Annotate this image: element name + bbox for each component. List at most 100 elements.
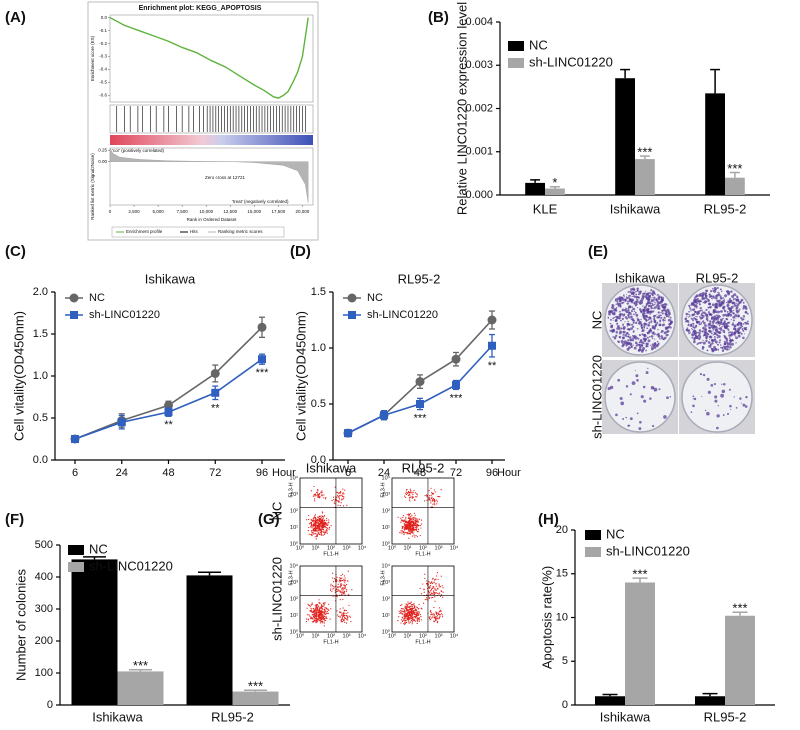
event [430,494,432,496]
event [437,578,439,581]
colony [658,388,661,391]
y-axis-label: FL3-H [288,482,294,497]
event [339,586,342,588]
event [316,530,318,532]
event [412,528,414,531]
colony [649,397,652,400]
colony [714,325,718,329]
event [343,496,345,498]
colony [690,325,693,327]
row-label: sh-LINC01220 [269,557,284,641]
colony [627,291,629,293]
colony [664,319,666,321]
colony [697,335,699,337]
colony [625,335,628,338]
event [343,590,346,592]
event [321,609,323,611]
event [439,595,442,597]
event [413,523,416,525]
colony [620,319,622,322]
event [321,494,323,496]
event [322,531,324,533]
event [416,494,418,496]
colony [667,311,671,314]
colony [630,315,633,319]
es-frame [109,14,314,103]
significance: *** [133,658,148,673]
x-tick-label: 10⁰ [388,544,397,551]
event [345,609,347,612]
x-axis-label: Hour [497,467,521,479]
colony [695,320,697,322]
colony [658,295,661,298]
event [404,614,406,617]
event [407,618,409,620]
event [317,492,319,494]
colony [632,330,635,333]
colony [663,316,666,319]
event [415,528,417,530]
colony [729,309,733,313]
event [400,622,402,624]
y-tick-label: -0.4 [99,67,107,72]
colony [686,327,689,330]
event [342,589,345,591]
y-tick-label: 500 [35,539,53,551]
event [430,502,432,504]
event [440,575,442,577]
event [413,520,415,522]
event [320,606,322,608]
event [431,588,433,590]
annotation: 'cor' (positively correlated) [112,148,164,153]
event [408,531,410,533]
event [403,609,405,611]
colony [614,316,616,319]
colony [645,371,649,375]
event [339,505,341,507]
colony [625,333,627,335]
event [409,526,411,528]
event [314,613,316,615]
colony [615,331,619,334]
colony [707,341,711,344]
y-tick-label: 5 [562,655,568,667]
event [338,497,340,499]
event [314,611,316,613]
event [344,621,346,624]
significance: * [552,175,557,190]
event [402,515,405,517]
colony [630,294,632,296]
event [406,615,408,617]
event [417,528,419,530]
event [434,504,436,506]
event [404,607,406,609]
legend-label: sh-LINC01220 [89,309,160,321]
colony [722,296,725,299]
event [316,520,318,522]
colony [645,344,648,348]
bar [615,78,635,195]
panel-label: (H) [538,511,559,528]
colony [732,327,736,331]
event [347,612,349,614]
colony [707,311,710,314]
event [314,494,317,496]
significance: *** [632,567,647,582]
colony [745,311,748,314]
colony [713,286,717,290]
colony [627,339,630,342]
event [326,611,328,613]
event [343,578,345,581]
event [403,619,406,621]
colony [730,332,734,336]
event [320,604,323,606]
event [399,612,401,614]
hits-frame [109,104,314,134]
colony [717,291,719,294]
event [319,619,321,622]
event [410,604,413,606]
chart-title: Enrichment plot: KEGG_APOPTOSIS [139,5,262,12]
event [314,620,317,622]
colony [653,318,655,321]
x-tick-label: 10³ [435,545,443,551]
